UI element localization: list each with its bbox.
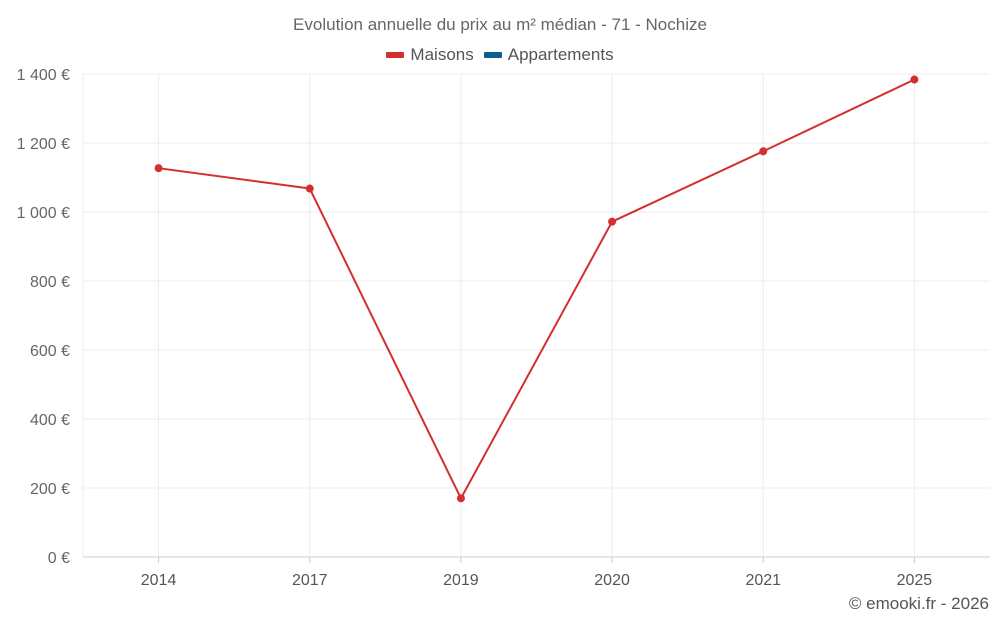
data-point[interactable] (154, 164, 163, 173)
legend-item-appartements[interactable]: Appartements (483, 45, 614, 65)
chart-legend: Maisons Appartements (0, 45, 1000, 65)
y-tick-label: 0 € (48, 550, 70, 567)
legend-swatch-appartements (483, 52, 502, 58)
y-tick-label: 600 € (30, 343, 70, 360)
x-tick-label: 2025 (897, 572, 933, 589)
y-tick-label: 1 400 € (17, 67, 70, 84)
chart-title: Evolution annuelle du prix au m² médian … (293, 15, 707, 34)
data-point[interactable] (759, 147, 768, 156)
data-point[interactable] (305, 184, 314, 193)
credit-text: © emooki.fr - 2026 (848, 594, 989, 613)
x-tick-label: 2014 (141, 572, 177, 589)
y-tick-label: 400 € (30, 412, 70, 429)
y-tick-label: 800 € (30, 274, 70, 291)
axes: 0 € 200 € 400 € 600 € 800 € 1 000 € 1 200 € 1 4… (17, 67, 933, 589)
y-tick-label: 200 € (30, 481, 70, 498)
grid (82, 73, 990, 558)
data-point[interactable] (456, 494, 465, 503)
legend-label-maisons: Maisons (410, 45, 474, 64)
series-line-maisons (158, 78, 915, 500)
y-tick-label: 1 200 € (17, 136, 70, 153)
legend-swatch-maisons (386, 52, 405, 58)
series-layer (154, 75, 919, 503)
data-point[interactable] (608, 217, 617, 226)
x-tick-label: 2017 (292, 572, 328, 589)
x-tick-label: 2020 (594, 572, 630, 589)
legend-label-appartements: Appartements (507, 45, 614, 64)
x-tick-label: 2021 (745, 572, 781, 589)
y-tick-label: 1 000 € (17, 205, 70, 222)
legend-item-maisons[interactable]: Maisons (386, 45, 474, 65)
x-tick-label: 2019 (443, 572, 479, 589)
data-point[interactable] (910, 75, 919, 84)
